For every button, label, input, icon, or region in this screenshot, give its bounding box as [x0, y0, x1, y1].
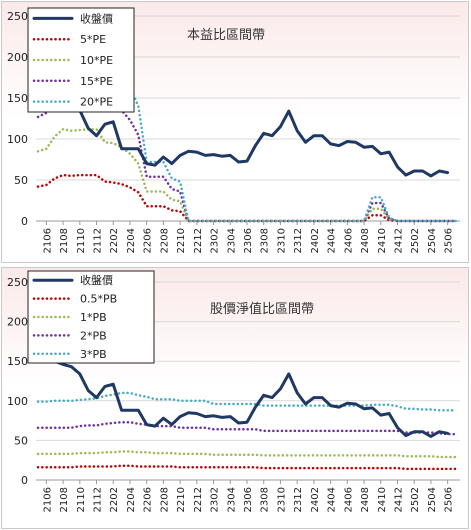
series-line-1: [36, 464, 458, 471]
x-tick-label: 2112: [93, 228, 104, 253]
series-line-0: [53, 359, 450, 438]
y-tick-label: 50: [14, 174, 28, 187]
x-tick-label: 2504: [427, 228, 438, 253]
x-tick-label: 2202: [109, 487, 120, 512]
x-tick-label: 2108: [59, 228, 70, 253]
legend-label: 15*PE: [80, 75, 113, 88]
series-line-4: [36, 391, 458, 412]
series-line-0: [69, 96, 450, 178]
x-tick-label: 2108: [59, 487, 70, 512]
chart-title: 股價淨值比區間帶: [210, 301, 314, 317]
legend-label: 收盤價: [80, 11, 113, 25]
x-tick-label: 2308: [260, 228, 271, 253]
x-tick-label: 2306: [243, 228, 254, 253]
x-tick-label: 2502: [410, 228, 421, 253]
pb-band-chart-panel: 0 50 100 150 200 250 2106 2108 2110 2112 2202 2204 2…: [1, 267, 469, 529]
y-tick-label: 200: [7, 51, 28, 64]
x-tick-label: 2304: [226, 487, 237, 512]
x-tick-label: 2208: [159, 228, 170, 253]
x-tick-label: 2308: [260, 487, 271, 512]
x-tick-label: 2506: [444, 487, 455, 512]
pb-band-chart: 0 50 100 150 200 250 2106 2108 2110 2112 2202 2204 2…: [7, 270, 460, 512]
x-tick-label: 2202: [109, 228, 120, 253]
x-tick-label: 2408: [360, 228, 371, 253]
x-tick-label: 2212: [193, 487, 204, 512]
y-tick-label: 100: [7, 133, 28, 146]
x-tick-label: 2112: [93, 487, 104, 512]
y-tick-label: 0: [21, 474, 28, 487]
legend-label: 2*PB: [80, 329, 107, 342]
x-tick-label: 2502: [410, 487, 421, 512]
x-tick-label: 2410: [377, 228, 388, 253]
x-tick-label: 2304: [226, 228, 237, 253]
x-tick-label: 2404: [327, 487, 338, 512]
y-tick-label: 200: [7, 316, 28, 329]
legend-label: 3*PB: [80, 348, 107, 361]
x-tick-label: 2210: [176, 228, 187, 253]
series-line-2: [36, 127, 458, 223]
x-tick-label: 2406: [343, 228, 354, 253]
x-tick-label: 2310: [276, 487, 287, 512]
x-tick-label: 2312: [293, 487, 304, 512]
x-tick-label: 2402: [310, 228, 321, 253]
x-tick-label: 2106: [42, 228, 53, 253]
x-tick-label: 2306: [243, 487, 254, 512]
legend-label: 10*PE: [80, 54, 113, 67]
x-tick-label: 2208: [159, 487, 170, 512]
y-tick-label: 250: [7, 276, 28, 289]
x-tick-label: 2212: [193, 228, 204, 253]
x-tick-label: 2310: [276, 228, 287, 253]
legend-label: 20*PE: [80, 96, 113, 109]
legend-label: 0.5*PB: [80, 293, 117, 306]
x-tick-label: 2302: [210, 487, 221, 512]
legend-label: 5*PE: [80, 33, 106, 46]
legend-box: [27, 270, 155, 364]
x-tick-label: 2206: [143, 487, 154, 512]
x-tick-label: 2410: [377, 487, 388, 512]
pe-band-chart: 0 50 100 150 200 250 2106 2108 2110 2112 2202 2204 2…: [7, 7, 460, 253]
y-tick-label: 50: [14, 434, 28, 447]
x-tick-label: 2110: [76, 487, 87, 512]
legend-label: 收盤價: [80, 273, 113, 287]
y-tick-label: 100: [7, 395, 28, 408]
x-tick-label: 2110: [76, 228, 87, 253]
series-line-4: [36, 36, 458, 223]
x-tick-label: 2504: [427, 487, 438, 512]
chart-title: 本益比區間帶: [187, 28, 265, 43]
x-tick-label: 2406: [343, 487, 354, 512]
x-tick-label: 2204: [126, 228, 137, 253]
legend-label: 1*PB: [80, 311, 107, 324]
x-tick-label: 2106: [42, 487, 53, 512]
x-tick-label: 2402: [310, 487, 321, 512]
series-line-1: [36, 173, 458, 223]
x-tick-label: 2204: [126, 487, 137, 512]
x-tick-label: 2210: [176, 487, 187, 512]
y-tick-label: 150: [7, 355, 28, 368]
x-tick-label: 2408: [360, 487, 371, 512]
series-line-3: [36, 420, 458, 436]
pe-band-chart-panel: 0 50 100 150 200 250 2106 2108 2110 2112 2202 2204 2…: [1, 1, 469, 263]
series-line-2: [36, 450, 458, 459]
x-tick-label: 2302: [210, 228, 221, 253]
y-tick-label: 150: [7, 92, 28, 105]
x-tick-label: 2506: [444, 228, 455, 253]
y-tick-label: 250: [7, 10, 28, 23]
x-tick-label: 2404: [327, 228, 338, 253]
x-tick-label: 2206: [143, 228, 154, 253]
y-tick-label: 0: [21, 215, 28, 228]
x-tick-label: 2412: [393, 487, 404, 512]
x-tick-label: 2312: [293, 228, 304, 253]
x-tick-label: 2412: [393, 228, 404, 253]
